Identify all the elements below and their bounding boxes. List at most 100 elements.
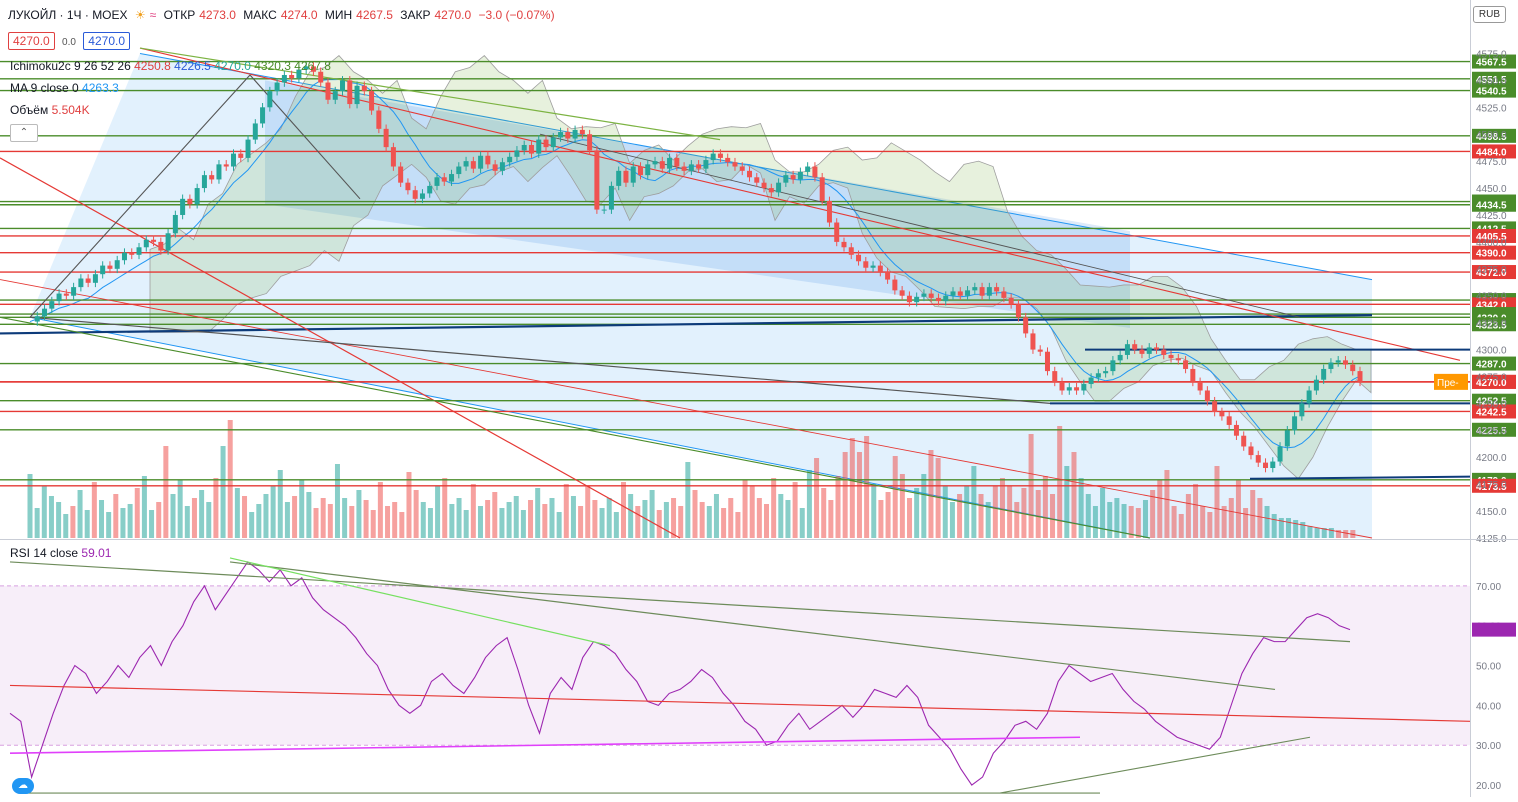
volume-bar: [570, 496, 576, 538]
volume-bar: [721, 508, 727, 538]
candle-body: [943, 295, 949, 302]
ma-value: 4263.3: [82, 81, 119, 95]
volume-bar: [513, 496, 519, 538]
level-tag-label: 4484.0: [1476, 147, 1507, 158]
level-tag-label: 4225.5: [1476, 426, 1507, 437]
rsi-legend[interactable]: RSI 14 close 59.01: [10, 546, 111, 560]
candle-body: [805, 166, 811, 172]
volume-bar: [1257, 498, 1263, 538]
volume-bar: [420, 502, 426, 538]
volume-bar: [828, 500, 834, 538]
candle-body: [223, 164, 229, 167]
volume-bar: [277, 470, 283, 538]
volume-bar: [213, 478, 219, 538]
candle-body: [100, 265, 106, 275]
candle-body: [703, 160, 709, 169]
volume-bar: [385, 506, 391, 538]
volume-bar: [442, 478, 448, 538]
candle-body: [158, 241, 164, 251]
rsi-band: [0, 585, 1470, 746]
candle-body: [129, 252, 135, 255]
volume-bar: [1343, 530, 1349, 538]
candle-body: [1146, 347, 1152, 354]
candle-body: [107, 265, 113, 269]
candle-body: [594, 150, 600, 210]
volume-bar: [1293, 520, 1299, 538]
price-tick-label: 4325.0: [1476, 319, 1507, 330]
price-tick-label: 4475.0: [1476, 157, 1507, 168]
candle-body: [1226, 416, 1232, 425]
volume-bar: [70, 506, 76, 538]
currency-button[interactable]: RUB: [1472, 6, 1506, 23]
ma-legend[interactable]: MA 9 close 0 4263.3: [10, 81, 119, 95]
level-tag: [1472, 245, 1516, 260]
low-label: МИН: [324, 8, 353, 22]
volume-bar: [1057, 426, 1063, 538]
candle-body: [398, 166, 404, 183]
volume-bar: [957, 494, 963, 538]
price-tick-label: 4200.0: [1476, 453, 1507, 464]
volume-bar: [1207, 512, 1213, 538]
volume-bar: [242, 496, 248, 538]
candle-body: [630, 166, 636, 183]
volume-bar: [792, 482, 798, 538]
symbol-title: ЛУКОЙЛ · 1Ч · MOEX: [8, 8, 128, 22]
candle-body: [536, 139, 542, 154]
wave-icon[interactable]: ≈: [149, 8, 157, 22]
rsi-label: RSI 14 close: [10, 546, 79, 560]
candle-body: [652, 161, 658, 165]
level-tag-label: 4252.5: [1476, 397, 1507, 408]
collapse-legend-button[interactable]: ⌃: [10, 124, 38, 142]
candle-body: [485, 155, 491, 165]
candle-body: [1088, 377, 1094, 385]
level-tag: [1472, 71, 1516, 86]
rsi-trend-line: [9, 561, 1351, 643]
candle-body: [1066, 387, 1072, 391]
volume-bar: [1164, 470, 1170, 538]
level-tag-label: 4498.5: [1476, 132, 1507, 143]
candle-body: [841, 241, 847, 248]
volume-bar: [170, 494, 176, 538]
sun-icon[interactable]: ☀: [134, 8, 146, 22]
volume-bar: [706, 506, 712, 538]
tradingview-logo[interactable]: ☁: [12, 778, 34, 794]
volume-bar: [1007, 486, 1013, 538]
candle-body: [776, 182, 782, 193]
volume-bar: [1121, 504, 1127, 538]
volume-bar: [821, 488, 827, 538]
ichimoku-legend[interactable]: Ichimoku2c 9 26 52 26 4250.8 4226.5 4270…: [10, 59, 331, 73]
volume-bar: [799, 508, 805, 538]
ichimoku-cloud: [149, 55, 1372, 480]
candle-body: [892, 279, 898, 291]
volume-bar: [256, 504, 262, 538]
buy-price-box[interactable]: 4270.0: [83, 32, 130, 50]
volume-bar: [585, 486, 591, 538]
sell-price-box[interactable]: 4270.0: [8, 32, 55, 50]
candle-body: [514, 150, 520, 157]
price-tick-label: 4550.0: [1476, 76, 1507, 87]
volume-bar: [620, 482, 626, 538]
volume-bar: [628, 494, 634, 538]
volume-bar: [1285, 518, 1291, 538]
candle-body: [1292, 416, 1298, 431]
price-tick-label: 4425.0: [1476, 211, 1507, 222]
spread-value: 0.0: [62, 37, 76, 48]
volume-legend[interactable]: Объём 5.504K: [10, 103, 90, 117]
candle-body: [187, 198, 193, 205]
volume-bar: [299, 480, 305, 538]
change-value: −3.0 (−0.07%): [478, 8, 555, 22]
volume-bar: [1021, 488, 1027, 538]
candle-body: [238, 153, 244, 158]
candle-body: [1248, 446, 1254, 456]
volume-bar: [399, 512, 405, 538]
candle-body: [1350, 364, 1356, 372]
candle-body: [383, 128, 389, 148]
volume-bar: [1271, 514, 1277, 538]
volume-bar: [764, 504, 770, 538]
volume-bar: [1307, 526, 1313, 538]
trend-line: [0, 157, 681, 539]
level-tag-label: 4551.5: [1476, 75, 1507, 86]
candle-body: [274, 82, 280, 92]
low-value: 4267.5: [356, 8, 393, 22]
